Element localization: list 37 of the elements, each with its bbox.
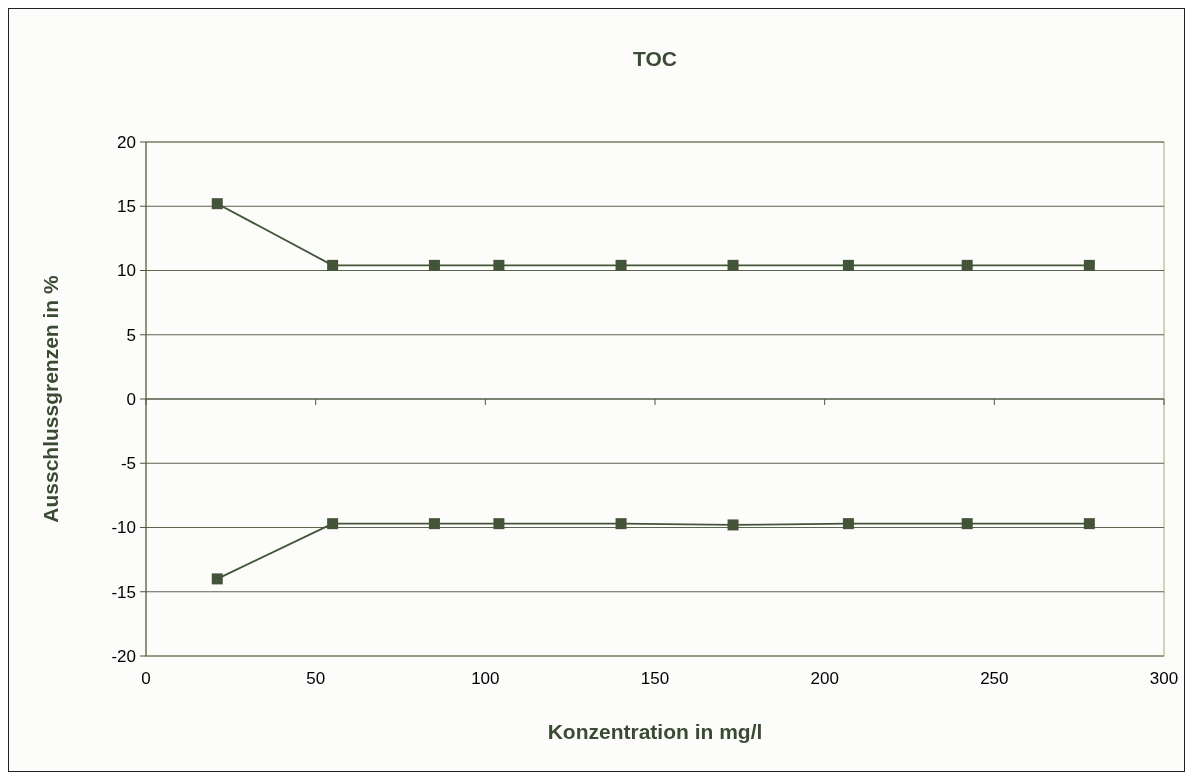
- point: [428, 518, 440, 530]
- x-tick-label: 50: [306, 669, 326, 688]
- point: [615, 259, 627, 271]
- point: [961, 259, 973, 271]
- x-axis-title: Konzentration in mg/l: [547, 720, 763, 743]
- x-tick-label: 100: [471, 669, 500, 688]
- point: [327, 518, 339, 530]
- point: [493, 518, 505, 530]
- x-tick-label: 150: [640, 669, 670, 688]
- chart-title: TOC: [633, 47, 677, 70]
- y-tick-label: -5: [120, 454, 136, 474]
- x-tick-label: 200: [810, 669, 839, 688]
- y-tick-label: 0: [126, 389, 136, 409]
- x-tick-label: 0: [141, 669, 151, 688]
- point: [842, 518, 854, 530]
- y-tick-label: 20: [117, 132, 136, 152]
- y-tick-label: -20: [111, 646, 136, 666]
- x-tick-label: 250: [980, 669, 1009, 688]
- point: [961, 518, 973, 530]
- point: [211, 573, 223, 585]
- x-tick-label: 300: [1149, 669, 1179, 688]
- y-tick-label: 10: [117, 261, 136, 281]
- point: [211, 198, 223, 210]
- point: [493, 259, 505, 271]
- y-tick-label: 15: [117, 197, 136, 217]
- point: [727, 519, 739, 531]
- point: [1083, 518, 1095, 530]
- point: [615, 518, 627, 530]
- point: [727, 259, 739, 271]
- y-tick-label: -10: [111, 518, 136, 538]
- y-tick-label: 5: [126, 325, 136, 345]
- point: [842, 259, 854, 271]
- y-axis-title: Ausschlussgrenzen in %: [39, 274, 62, 523]
- y-tick-label: -15: [111, 582, 136, 602]
- point: [428, 259, 440, 271]
- point: [327, 259, 339, 271]
- point: [1083, 259, 1095, 271]
